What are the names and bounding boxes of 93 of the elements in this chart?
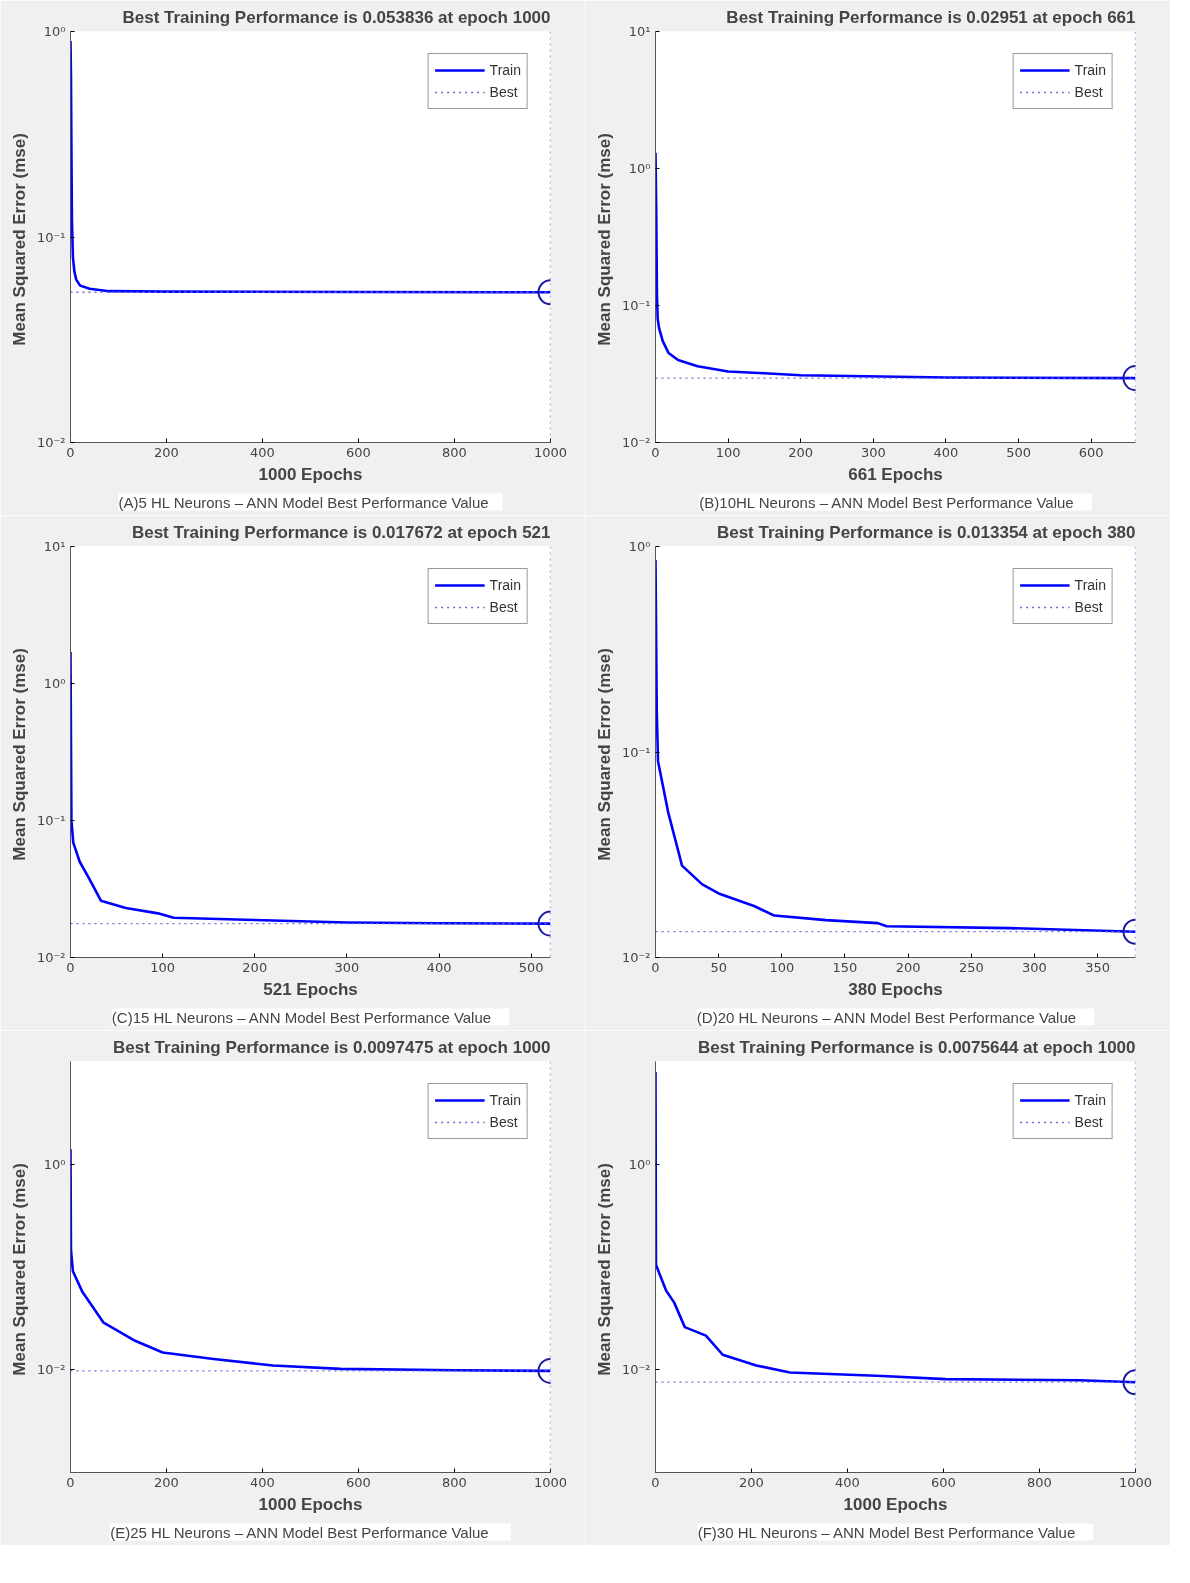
y-axis-title: Mean Squared Error (mse) bbox=[9, 1163, 29, 1376]
x-tick-label: 100 bbox=[715, 444, 741, 460]
x-tick-label: 500 bbox=[518, 959, 544, 975]
legend-label: Best bbox=[1074, 599, 1103, 615]
y-tick-label: 10⁻² bbox=[36, 950, 66, 965]
chart-title: Best Training Performance is 0.0097475 at epoch 1000 bbox=[113, 1037, 551, 1057]
y-tick-label: 10⁻¹ bbox=[621, 298, 651, 313]
x-tick-label: 400 bbox=[426, 959, 452, 975]
x-tick-label: 400 bbox=[250, 1474, 275, 1490]
x-tick-label: 0 bbox=[651, 1474, 660, 1490]
x-tick-label: 200 bbox=[788, 444, 814, 460]
x-tick-label: 0 bbox=[651, 959, 660, 975]
y-tick-label: 10⁰ bbox=[43, 24, 66, 39]
x-tick-label: 300 bbox=[860, 444, 886, 460]
x-tick-label: 400 bbox=[835, 1474, 860, 1490]
x-axis-title: 661 Epochs bbox=[848, 464, 943, 484]
y-tick-label: 10¹ bbox=[628, 24, 651, 39]
x-tick-label: 200 bbox=[154, 444, 179, 460]
y-tick-label: 10⁰ bbox=[628, 539, 651, 554]
x-tick-label: 300 bbox=[1022, 959, 1047, 975]
y-tick-label: 10⁻¹ bbox=[36, 229, 66, 245]
y-tick-label: 10⁻² bbox=[36, 435, 66, 450]
text: (A)5 HL Neurons – ANN Model Best Performance Value bbox=[118, 493, 489, 511]
y-tick-label: 10¹ bbox=[43, 539, 66, 554]
legend-label: Train bbox=[1074, 577, 1106, 593]
y-axis-title: Mean Squared Error (mse) bbox=[594, 133, 614, 346]
y-tick-label: 10⁻¹ bbox=[36, 813, 66, 828]
legend-label: Best bbox=[1074, 1114, 1103, 1130]
y-tick-label: 10⁻² bbox=[621, 950, 651, 965]
x-tick-label: 800 bbox=[1027, 1474, 1052, 1490]
legend-label: Best bbox=[489, 1114, 518, 1130]
y-tick-label: 10⁰ bbox=[43, 676, 66, 691]
x-tick-label: 600 bbox=[346, 444, 371, 460]
legend-label: Best bbox=[489, 599, 518, 615]
x-tick-label: 500 bbox=[1006, 444, 1032, 460]
x-tick-label: 350 bbox=[1085, 959, 1111, 975]
x-tick-label: 400 bbox=[250, 444, 275, 460]
chart-title: Best Training Performance is 0.013354 at epoch 380 bbox=[716, 522, 1136, 542]
x-tick-label: 800 bbox=[442, 1474, 467, 1490]
y-axis-title: Mean Squared Error (mse) bbox=[9, 648, 29, 861]
x-tick-label: 300 bbox=[334, 959, 360, 975]
x-tick-label: 600 bbox=[1078, 444, 1104, 460]
chart-title: Best Training Performance is 0.053836 at epoch 1000 bbox=[122, 7, 551, 27]
x-tick-label: 200 bbox=[242, 959, 268, 975]
x-tick-label: 100 bbox=[769, 959, 795, 975]
legend-label: Best bbox=[1074, 84, 1103, 100]
x-tick-label: 200 bbox=[739, 1474, 764, 1490]
x-tick-label: 150 bbox=[832, 959, 858, 975]
legend-label: Train bbox=[489, 1092, 521, 1108]
x-tick-label: 200 bbox=[154, 1474, 179, 1490]
x-tick-label: 100 bbox=[150, 959, 176, 975]
y-tick-label: 10⁰ bbox=[628, 1156, 651, 1172]
x-tick-label: 0 bbox=[66, 959, 75, 975]
text: (F)30 HL Neurons – ANN Model Best Performance Value bbox=[697, 1523, 1076, 1541]
x-tick-label: 600 bbox=[931, 1474, 956, 1490]
x-axis-title: 1000 Epochs bbox=[258, 464, 363, 484]
x-tick-label: 1000 bbox=[533, 1474, 568, 1490]
x-tick-label: 200 bbox=[895, 959, 921, 975]
x-tick-label: 1000 bbox=[1118, 1474, 1153, 1490]
y-tick-label: 10⁻² bbox=[621, 1362, 651, 1378]
x-tick-label: 400 bbox=[933, 444, 959, 460]
y-axis-title: Mean Squared Error (mse) bbox=[594, 1163, 614, 1376]
x-axis-title: 380 Epochs bbox=[848, 979, 943, 999]
x-tick-label: 1000 bbox=[533, 444, 568, 460]
text: (B)10HL Neurons – ANN Model Best Performance Value bbox=[699, 493, 1074, 511]
text: (C)15 HL Neurons – ANN Model Best Performance Value bbox=[111, 1008, 492, 1026]
chart-title: Best Training Performance is 0.017672 at epoch 521 bbox=[131, 522, 551, 542]
x-tick-label: 600 bbox=[346, 1474, 371, 1490]
legend-label: Train bbox=[489, 577, 521, 593]
x-axis-title: 1000 Epochs bbox=[258, 1494, 363, 1514]
x-axis-title: 521 Epochs bbox=[263, 979, 358, 999]
text: (E)25 HL Neurons – ANN Model Best Performance Value bbox=[110, 1523, 489, 1541]
x-tick-label: 0 bbox=[66, 1474, 75, 1490]
y-tick-label: 10⁻² bbox=[36, 1362, 66, 1378]
x-tick-label: 0 bbox=[651, 444, 660, 460]
x-tick-label: 50 bbox=[710, 959, 727, 975]
legend-label: Train bbox=[489, 62, 521, 78]
legend-label: Train bbox=[1074, 62, 1106, 78]
y-tick-label: 10⁰ bbox=[43, 1156, 66, 1172]
x-tick-label: 800 bbox=[442, 444, 467, 460]
legend-label: Best bbox=[489, 84, 518, 100]
chart-title: Best Training Performance is 0.0075644 at epoch 1000 bbox=[698, 1037, 1136, 1057]
x-tick-label: 250 bbox=[958, 959, 984, 975]
y-tick-label: 10⁻¹ bbox=[621, 744, 651, 760]
x-axis-title: 1000 Epochs bbox=[843, 1494, 948, 1514]
chart-title: Best Training Performance is 0.02951 at epoch 661 bbox=[726, 7, 1136, 27]
y-axis-title: Mean Squared Error (mse) bbox=[594, 648, 614, 861]
legend-label: Train bbox=[1074, 1092, 1106, 1108]
y-tick-label: 10⁻² bbox=[621, 435, 651, 450]
y-tick-label: 10⁰ bbox=[628, 161, 651, 176]
text: (D)20 HL Neurons – ANN Model Best Performance Value bbox=[696, 1008, 1077, 1026]
x-tick-label: 0 bbox=[66, 444, 75, 460]
y-axis-title: Mean Squared Error (mse) bbox=[9, 133, 29, 346]
